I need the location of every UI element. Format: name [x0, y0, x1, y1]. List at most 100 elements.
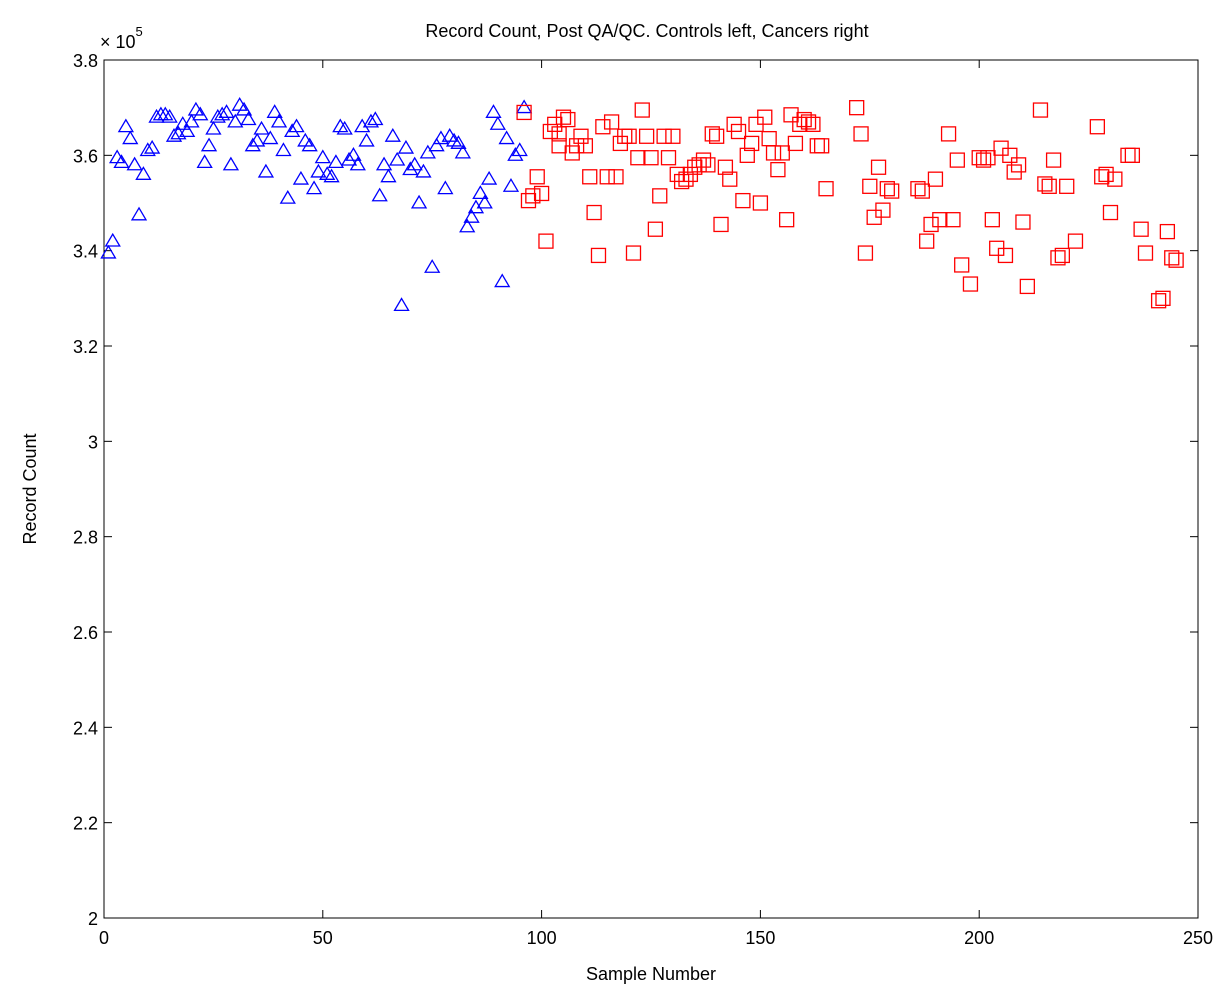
cancer-point: [560, 111, 576, 128]
control-point: [122, 130, 139, 145]
cancer-point: [730, 123, 747, 140]
x-axis-label: Sample Number: [586, 964, 716, 984]
control-point: [284, 123, 301, 138]
cancer-point: [927, 171, 944, 187]
cancer-point: [945, 212, 961, 228]
control-point: [463, 209, 480, 223]
cancer-point: [1133, 221, 1149, 237]
cancer-point: [595, 119, 611, 135]
axis-ticks: [103, 59, 1199, 919]
control-point: [249, 132, 266, 147]
cancer-point: [529, 169, 545, 185]
cancer-point: [752, 195, 769, 211]
control-point: [402, 161, 419, 176]
plot-area: [103, 59, 1199, 919]
control-point: [472, 185, 489, 200]
cancer-point: [1045, 152, 1062, 168]
control-point: [113, 154, 130, 169]
x-tick-label: 250: [1183, 928, 1213, 948]
control-point: [389, 151, 406, 166]
cancer-point: [533, 185, 550, 202]
cancer-point: [713, 216, 729, 233]
control-point: [415, 163, 432, 178]
cancer-point: [884, 183, 900, 199]
control-point: [502, 178, 520, 192]
cancer-point: [568, 138, 585, 154]
cancer-point: [582, 169, 598, 185]
control-point: [165, 127, 183, 142]
cancer-point: [739, 147, 755, 163]
x-tick-label: 150: [745, 928, 775, 948]
control-point: [428, 137, 445, 152]
control-point: [459, 218, 476, 233]
cancer-point: [717, 159, 734, 175]
cancer-point: [932, 212, 948, 228]
cancer-point: [1032, 102, 1049, 118]
control-point: [235, 101, 253, 116]
control-point: [507, 147, 524, 161]
data-marks: [100, 97, 1184, 312]
control-point: [270, 113, 288, 128]
control-point: [143, 139, 161, 154]
cancer-point: [1102, 204, 1119, 221]
control-point: [332, 118, 349, 133]
control-point: [476, 194, 493, 209]
y-tick-label: 3.2: [73, 337, 98, 357]
y-tick-label: 2.4: [73, 718, 98, 738]
y-tick-label: 2.2: [73, 814, 98, 834]
cancer-point: [599, 169, 615, 185]
control-point: [135, 166, 152, 180]
control-point: [157, 106, 174, 121]
control-point: [489, 116, 506, 130]
control-point: [323, 168, 340, 183]
cancer-point: [603, 114, 620, 130]
cancer-point: [525, 188, 541, 204]
control-point: [384, 127, 401, 142]
cancer-point: [1041, 178, 1057, 194]
y-tick-label: 3.8: [73, 51, 98, 71]
control-point: [450, 135, 467, 149]
control-point: [305, 180, 323, 195]
cancer-point: [919, 233, 935, 249]
cancer-point: [849, 100, 865, 116]
cancer-point: [949, 152, 965, 168]
control-point: [406, 156, 423, 171]
control-point: [100, 244, 117, 259]
control-point: [349, 156, 366, 171]
cancer-point: [625, 245, 642, 261]
control-point: [244, 137, 261, 152]
cancer-point: [608, 169, 624, 185]
control-point: [126, 156, 143, 171]
control-point: [336, 120, 353, 135]
cancer-point: [814, 138, 830, 154]
cancer-point: [980, 150, 996, 166]
control-point: [253, 120, 270, 135]
cancer-point: [656, 128, 672, 144]
control-point: [288, 118, 305, 133]
control-point: [354, 118, 371, 133]
control-point: [310, 163, 327, 178]
cancer-point: [787, 135, 804, 152]
control-point: [480, 170, 498, 185]
control-point: [397, 139, 415, 154]
cancer-point: [695, 152, 712, 168]
control-point: [257, 163, 275, 178]
tick-labels: 0 50 100 150 200 250 2 2.2 2.4 2.6 2.8 3 3.2 3.4 3.6 3.…: [73, 51, 1213, 948]
cancer-point: [1150, 293, 1167, 309]
cancer-point: [1164, 250, 1180, 266]
control-point: [515, 99, 533, 114]
cancer-point: [757, 109, 773, 125]
control-point: [262, 130, 279, 145]
cancer-point: [818, 181, 834, 197]
cancer-point: [735, 192, 751, 209]
control-point: [327, 154, 345, 169]
cancer-point: [1159, 223, 1176, 240]
cancer-point: [805, 116, 821, 132]
control-point: [340, 151, 358, 166]
cancer-point: [940, 126, 957, 142]
control-point: [104, 232, 121, 247]
y-tick-label: 3: [88, 432, 98, 452]
control-point: [498, 130, 515, 145]
